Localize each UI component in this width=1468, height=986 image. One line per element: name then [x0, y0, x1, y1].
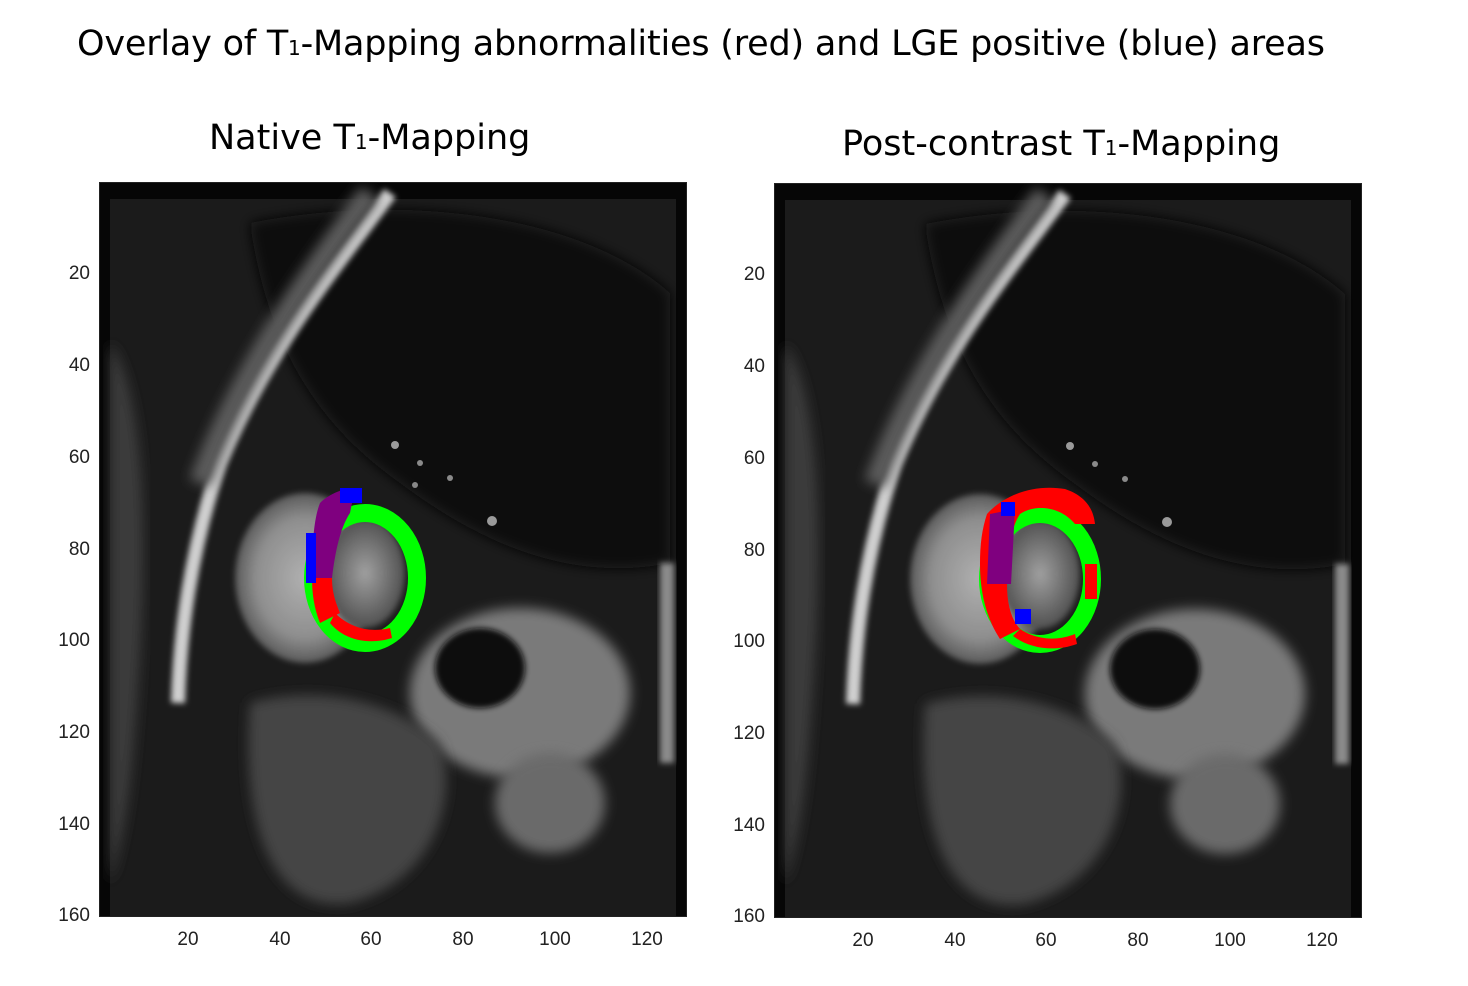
- post-xtick: 60: [1035, 930, 1057, 951]
- post-xtick: 100: [1214, 930, 1246, 951]
- native-ytick: 60: [68, 447, 90, 468]
- post-xtick: 80: [1127, 930, 1149, 951]
- post-contrast-mri-image: [774, 183, 1362, 918]
- post-ytick: 160: [733, 906, 765, 927]
- panel-title-native: Native T1-Mapping: [209, 118, 530, 158]
- native-xtick: 40: [269, 929, 291, 950]
- figure-title-suffix: -Mapping abnormalities (red) and LGE pos…: [300, 24, 1325, 64]
- native-xtick: 80: [452, 929, 474, 950]
- panel-title-post-subscript: 1: [1104, 136, 1118, 160]
- post-xtick: 20: [852, 930, 874, 951]
- native-ytick: 120: [58, 722, 90, 743]
- post-ytick: 100: [733, 631, 765, 652]
- native-ytick: 100: [58, 630, 90, 651]
- panel-title-native-suffix: -Mapping: [367, 118, 531, 158]
- native-xtick: 20: [177, 929, 199, 950]
- panel-title-native-prefix: Native T: [209, 118, 355, 158]
- native-ytick: 20: [68, 263, 90, 284]
- post-ytick: 120: [733, 723, 765, 744]
- figure-title-prefix: Overlay of T: [77, 24, 289, 64]
- native-mri-image: [99, 182, 687, 917]
- native-xtick: 120: [631, 929, 663, 950]
- native-ytick: 40: [68, 355, 90, 376]
- panel-title-post-contrast: Post-contrast T1-Mapping: [842, 124, 1280, 164]
- native-xtick: 60: [360, 929, 382, 950]
- native-ytick: 80: [68, 539, 90, 560]
- native-ytick: 140: [58, 814, 90, 835]
- post-ytick: 40: [743, 356, 765, 377]
- post-ytick: 60: [743, 448, 765, 469]
- post-ytick: 140: [733, 815, 765, 836]
- panel-title-post-prefix: Post-contrast T: [842, 124, 1105, 164]
- figure-title-subscript: 1: [288, 36, 301, 60]
- native-xtick: 100: [539, 929, 571, 950]
- figure-title: Overlay of T1-Mapping abnormalities (red…: [77, 24, 1325, 64]
- post-ytick: 20: [743, 264, 765, 285]
- panel-title-post-suffix: -Mapping: [1117, 124, 1281, 164]
- post-ytick: 80: [743, 540, 765, 561]
- native-ytick: 160: [58, 905, 90, 926]
- post-xtick: 40: [944, 930, 966, 951]
- post-xtick: 120: [1306, 930, 1338, 951]
- panel-title-native-subscript: 1: [354, 130, 368, 154]
